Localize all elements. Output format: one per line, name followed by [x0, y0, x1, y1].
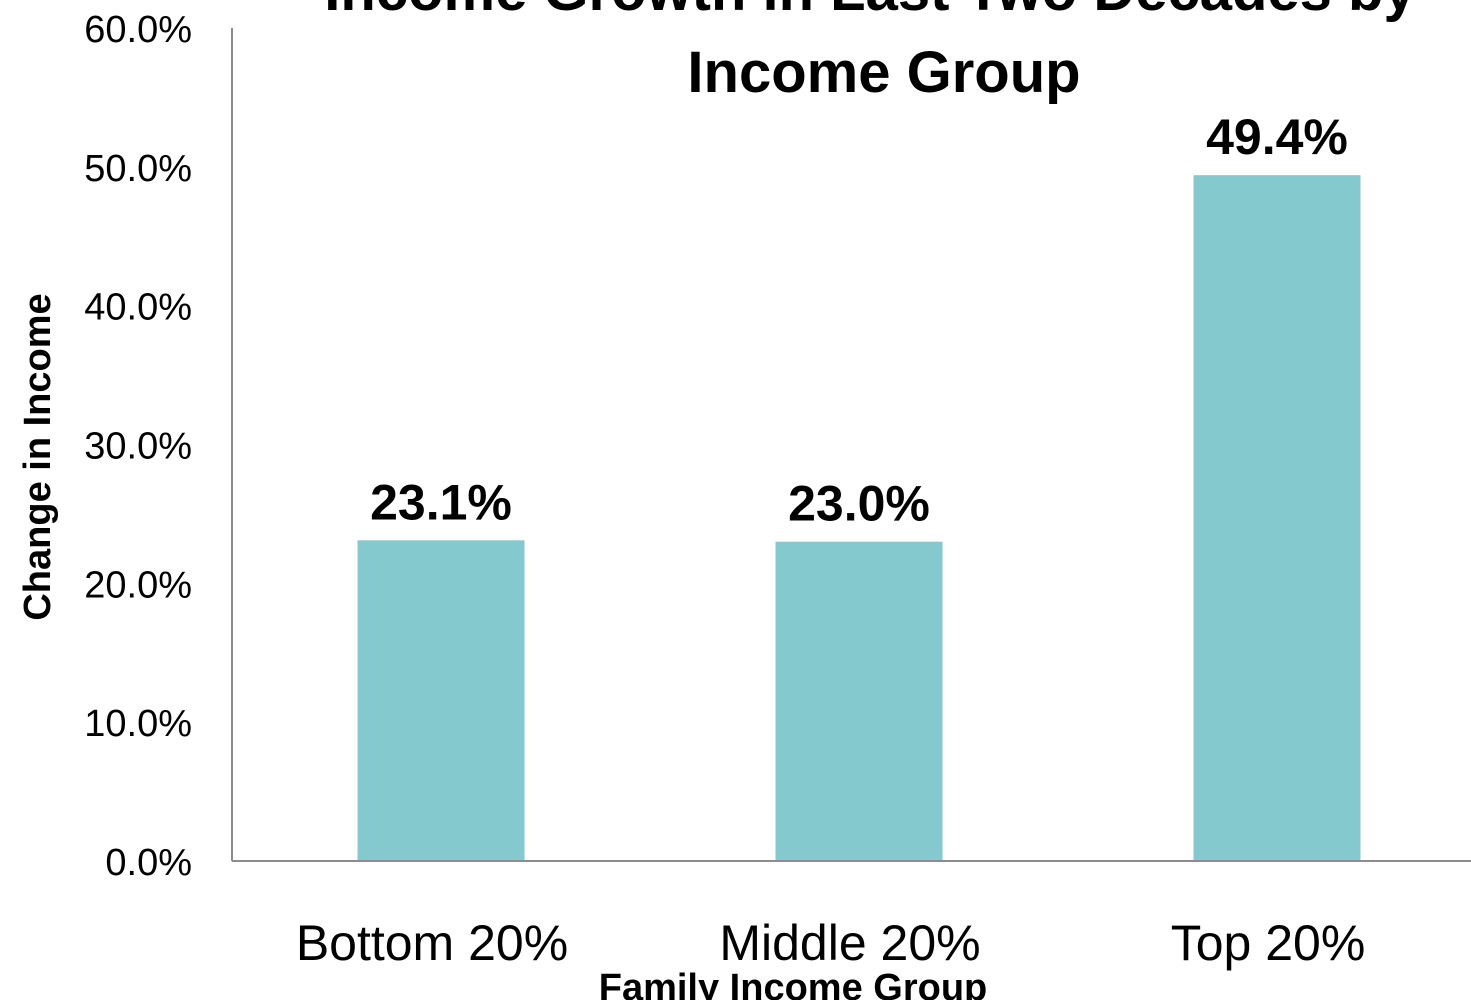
y-tick-label: 60.0% [84, 9, 192, 51]
chart-title: Income Growth in Last Two Decades by Inc… [324, 0, 1415, 105]
bar-data-label: 23.1% [370, 474, 512, 530]
y-tick-label: 10.0% [84, 703, 192, 745]
y-tick-label: 0.0% [105, 842, 192, 884]
plot-area [231, 28, 1471, 862]
bar [775, 541, 943, 861]
chart-title-line-1: Income Growth in Last Two Decades by [324, 0, 1415, 23]
chart-title-line-2: Income Group [687, 40, 1080, 105]
bar-data-label: 49.4% [1206, 109, 1348, 165]
y-tick-label: 30.0% [84, 426, 192, 468]
bar-data-label: 23.0% [788, 476, 930, 532]
bar [357, 540, 525, 861]
bar [1193, 175, 1361, 861]
y-tick-label: 40.0% [84, 287, 192, 329]
x-axis-tick-labels: Bottom 20% Middle 20% Top 20% [296, 915, 1365, 971]
x-tick-label: Top 20% [1171, 915, 1366, 971]
x-tick-label: Bottom 20% [296, 915, 568, 971]
x-axis-title: Family Income Group [599, 967, 988, 1000]
y-axis-tick-labels: 0.0% 10.0% 20.0% 30.0% 40.0% 50.0% 60.0% [84, 9, 192, 884]
y-tick-label: 20.0% [84, 564, 192, 606]
x-tick-label: Middle 20% [719, 915, 980, 971]
y-tick-label: 50.0% [84, 148, 192, 190]
data-labels: 23.1% 23.0% 49.4% [370, 109, 1348, 532]
y-axis-title: Change in Income [17, 293, 59, 620]
